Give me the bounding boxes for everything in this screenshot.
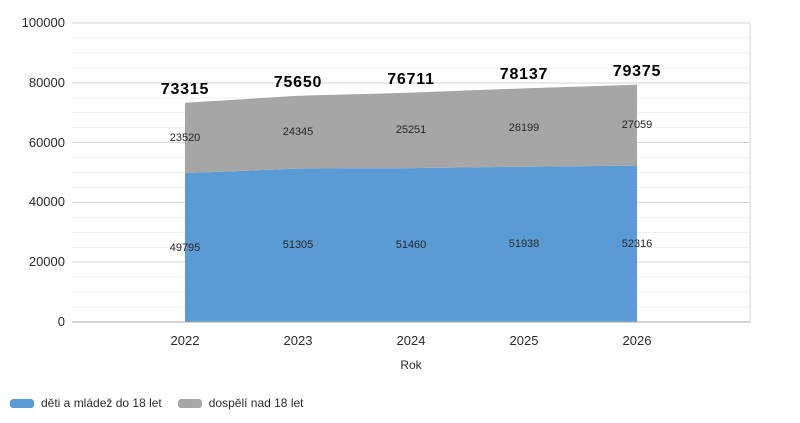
adults-value-label: 26199 bbox=[508, 121, 540, 134]
area-adults-over-18[interactable] bbox=[185, 84, 637, 174]
adults-value-label: 23520 bbox=[169, 131, 201, 144]
legend-label: děti a mládež do 18 let bbox=[41, 396, 162, 410]
adults-value-label: 25251 bbox=[395, 124, 427, 137]
y-tick-label: 0 bbox=[57, 314, 65, 329]
children-value-label: 51305 bbox=[282, 239, 314, 252]
legend-label: dospělí nad 18 let bbox=[208, 396, 304, 410]
total-label: 79375 bbox=[612, 62, 662, 80]
x-tick-label: 2023 bbox=[283, 333, 313, 348]
y-tick-label: 20000 bbox=[28, 254, 65, 270]
area-children-under-18[interactable] bbox=[185, 165, 637, 322]
legend-swatch-icon bbox=[10, 398, 34, 408]
x-tick-label: 2025 bbox=[509, 333, 539, 348]
legend: děti a mládež do 18 let dospělí nad 18 le… bbox=[10, 396, 304, 410]
total-label: 76711 bbox=[387, 70, 435, 88]
x-tick-label: 2024 bbox=[396, 333, 426, 348]
children-value-label: 52316 bbox=[621, 237, 653, 250]
total-label: 78137 bbox=[499, 66, 549, 84]
y-tick-label: 40000 bbox=[28, 194, 65, 210]
legend-item-children[interactable]: děti a mládež do 18 let bbox=[10, 396, 162, 410]
total-label: 75650 bbox=[273, 73, 323, 91]
legend-item-adults[interactable]: dospělí nad 18 let bbox=[177, 396, 304, 410]
total-label: 73315 bbox=[160, 80, 210, 98]
adults-value-label: 24345 bbox=[282, 126, 314, 139]
legend-swatch-icon bbox=[177, 398, 202, 408]
x-tick-label: 2026 bbox=[622, 333, 652, 348]
x-tick-label: 2022 bbox=[170, 333, 200, 348]
x-axis-title: Rok bbox=[400, 358, 422, 372]
y-tick-label: 100000 bbox=[21, 15, 65, 30]
adults-value-label: 27059 bbox=[621, 119, 653, 132]
y-tick-label: 60000 bbox=[28, 134, 65, 150]
children-value-label: 51460 bbox=[395, 239, 427, 252]
children-value-label: 51938 bbox=[508, 238, 540, 251]
children-value-label: 49795 bbox=[169, 241, 201, 254]
y-tick-label: 80000 bbox=[28, 74, 65, 90]
